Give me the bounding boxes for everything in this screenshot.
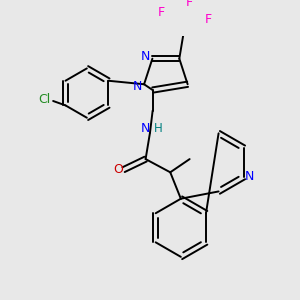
Text: N: N [141,50,150,63]
Text: N: N [141,122,150,135]
Text: N: N [244,170,254,183]
Text: N: N [132,80,142,92]
Text: F: F [158,6,165,20]
Text: O: O [113,163,123,176]
Text: H: H [154,122,162,135]
Text: F: F [205,14,212,26]
Text: F: F [185,0,193,9]
Text: Cl: Cl [38,93,50,106]
